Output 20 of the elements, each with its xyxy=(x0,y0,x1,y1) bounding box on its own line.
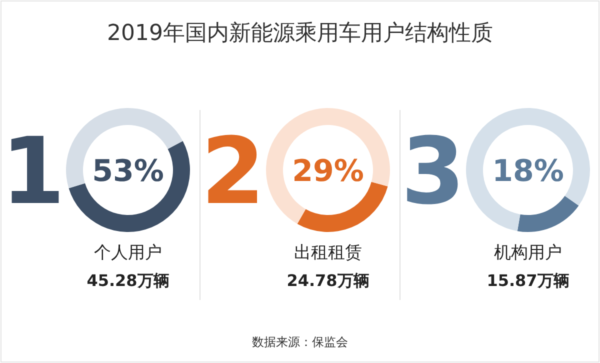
slice-label: 机构用户 xyxy=(494,243,562,263)
donut-slice xyxy=(68,140,190,232)
text: 15.87万辆 xyxy=(486,271,570,290)
donut-slice xyxy=(297,182,388,232)
slice-label: 出租租赁 xyxy=(294,243,362,263)
slice-label: 个人用户 xyxy=(94,243,162,263)
text: 2 xyxy=(200,118,266,225)
text: 24.78万辆 xyxy=(286,271,370,290)
donut-slice xyxy=(517,196,579,232)
donut-slice xyxy=(466,108,590,232)
text: 1 xyxy=(0,118,66,225)
data-label: 18% xyxy=(492,154,564,189)
source-note: 数据来源：保监会 xyxy=(252,335,348,349)
text: 3 xyxy=(400,118,466,225)
text: 45.28万辆 xyxy=(86,271,170,290)
data-label: 53% xyxy=(92,154,164,189)
donut-slice xyxy=(266,108,390,224)
data-label: 29% xyxy=(292,154,364,189)
text: 2019年国内新能源乘用车用户结构性质 xyxy=(107,21,493,46)
donut-slice xyxy=(66,108,183,188)
